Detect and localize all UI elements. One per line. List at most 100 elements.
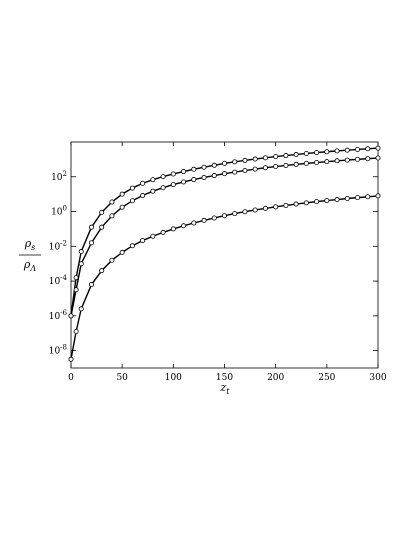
data-point <box>293 201 299 207</box>
data-point <box>211 173 217 179</box>
y-tick-label: 10-6 <box>49 309 68 322</box>
data-point <box>191 166 197 172</box>
data-point <box>262 155 268 161</box>
data-point <box>344 147 350 153</box>
data-point <box>88 224 94 230</box>
data-point <box>314 199 320 205</box>
data-point <box>99 209 105 215</box>
data-point <box>221 160 227 166</box>
data-point <box>88 282 94 288</box>
data-point <box>252 207 258 213</box>
data-point <box>375 193 381 199</box>
data-point <box>303 200 309 206</box>
x-tick-label: 50 <box>116 373 128 383</box>
data-point <box>170 226 176 232</box>
y-tick-label-exponent: -6 <box>60 309 67 317</box>
data-point <box>211 215 217 221</box>
data-point <box>334 197 340 203</box>
series-2 <box>68 155 381 319</box>
y-tick-label: 10-2 <box>49 239 67 252</box>
y-tick-label-base: 10 <box>49 277 61 287</box>
data-point <box>160 174 166 180</box>
data-point <box>140 180 146 186</box>
data-point <box>150 177 156 183</box>
data-point <box>201 217 207 223</box>
data-point <box>283 162 289 168</box>
x-tick-label: 0 <box>68 373 74 383</box>
series-1 <box>68 145 381 319</box>
data-point <box>221 213 227 219</box>
data-point <box>334 148 340 154</box>
data-point <box>355 195 361 201</box>
data-point <box>160 185 166 191</box>
data-point <box>314 160 320 166</box>
data-point <box>119 191 125 197</box>
data-point <box>201 174 207 180</box>
data-point <box>73 287 79 293</box>
x-tick-label: 100 <box>165 373 182 383</box>
y-tick-label-base: 10 <box>49 242 61 252</box>
x-tick-label: 200 <box>267 373 284 383</box>
data-point <box>324 198 330 204</box>
y-axis-label-numerator: ρs <box>24 237 36 252</box>
y-num-sub: s <box>31 243 35 252</box>
y-tick-label: 100 <box>51 205 67 218</box>
y-tick-label-exponent: -8 <box>60 344 67 352</box>
data-point <box>201 164 207 170</box>
y-tick-label-exponent: -2 <box>60 239 67 247</box>
y-tick-label: 10-8 <box>49 344 67 357</box>
data-point <box>273 204 279 210</box>
x-tick-label: 150 <box>216 373 233 383</box>
data-point <box>109 213 115 219</box>
data-point <box>314 150 320 156</box>
data-point <box>375 155 381 161</box>
y-tick-label-base: 10 <box>51 208 63 218</box>
y-axis-label: ρs ρΛ <box>19 237 41 273</box>
data-point <box>242 209 248 215</box>
data-point <box>119 204 125 210</box>
y-tick-label-base: 10 <box>49 312 61 322</box>
data-point <box>191 220 197 226</box>
data-point <box>170 182 176 188</box>
data-point <box>191 177 197 183</box>
data-point <box>88 240 94 246</box>
y-num-main: ρ <box>24 237 32 250</box>
data-point <box>129 243 135 249</box>
y-tick-label: 102 <box>51 170 67 183</box>
data-point <box>109 199 115 205</box>
x-tick-label: 250 <box>318 373 335 383</box>
data-point <box>344 195 350 201</box>
y-axis-label-denominator: ρΛ <box>23 258 36 273</box>
data-point <box>129 185 135 191</box>
data-point <box>129 198 135 204</box>
data-point <box>181 169 187 175</box>
data-point <box>365 146 371 152</box>
data-point <box>68 313 74 319</box>
data-point <box>68 356 74 362</box>
data-point <box>99 224 105 230</box>
data-point <box>334 158 340 164</box>
data-point <box>232 211 238 217</box>
data-point <box>170 171 176 177</box>
data-point <box>232 159 238 165</box>
data-point <box>365 194 371 200</box>
x-axis-label-sub: t <box>226 387 230 396</box>
data-point <box>232 169 238 175</box>
y-tick-label-exponent: -4 <box>60 274 67 282</box>
data-point <box>160 229 166 235</box>
data-point <box>119 249 125 255</box>
y-tick-label: 10-4 <box>49 274 68 287</box>
y-den-sub: Λ <box>29 264 36 273</box>
data-point <box>252 166 258 172</box>
data-point <box>293 152 299 158</box>
y-den-main: ρ <box>23 258 31 271</box>
data-point <box>242 157 248 163</box>
data-point <box>181 223 187 229</box>
data-point <box>365 156 371 162</box>
data-point <box>273 164 279 170</box>
data-point <box>78 306 84 312</box>
data-point <box>262 205 268 211</box>
data-point <box>221 171 227 177</box>
